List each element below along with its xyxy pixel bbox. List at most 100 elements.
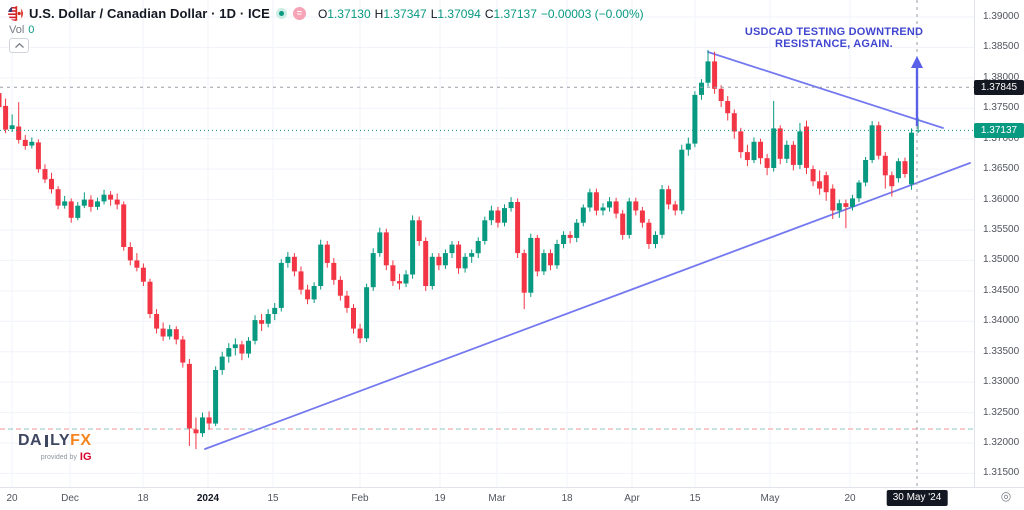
data-mode-icon[interactable]: = xyxy=(292,7,306,20)
candle-body xyxy=(554,244,560,266)
candle-body xyxy=(140,267,146,282)
candle-body xyxy=(639,210,645,223)
candle-body xyxy=(232,344,238,349)
candle-body xyxy=(541,253,547,272)
candle-body xyxy=(88,199,94,207)
candle-body xyxy=(797,131,803,165)
price-tick-label: 1.31500 xyxy=(983,467,1020,478)
candle-body xyxy=(810,169,816,182)
candlestick-plot[interactable] xyxy=(0,0,974,487)
annotation-text: USDCAD TESTING DOWNTREND RESISTANCE, AGA… xyxy=(744,26,924,50)
candle-body xyxy=(653,234,658,244)
candle-body xyxy=(285,256,291,263)
candle-body xyxy=(574,222,580,238)
candle-body xyxy=(173,329,179,340)
candle-body xyxy=(167,329,173,337)
candle-body xyxy=(705,61,711,83)
candle-body xyxy=(265,314,271,324)
candle-body xyxy=(108,194,114,200)
candle-body xyxy=(521,253,527,293)
candle-body xyxy=(42,169,48,180)
candle-body xyxy=(804,126,809,168)
candle-body xyxy=(278,262,284,308)
time-tick-label: 2024 xyxy=(196,493,220,504)
candle-body xyxy=(35,142,41,170)
price-tick-label: 1.38000 xyxy=(983,72,1020,83)
price-tick-label: 1.32000 xyxy=(983,437,1020,448)
candle-body xyxy=(423,241,429,286)
downtrend-resistance[interactable] xyxy=(707,51,944,129)
up-arrow-head[interactable] xyxy=(911,56,923,68)
candle-body xyxy=(219,356,225,370)
candle-body xyxy=(9,125,15,129)
candle-body xyxy=(850,198,855,207)
candle-body xyxy=(744,152,750,160)
uptrend-support[interactable] xyxy=(204,162,971,450)
market-status-icon[interactable] xyxy=(275,8,287,19)
candle-body xyxy=(311,286,317,300)
candle-body xyxy=(784,144,790,159)
candle-body xyxy=(377,232,383,254)
candle-body xyxy=(101,194,107,202)
candle-body xyxy=(246,340,251,354)
candle-body xyxy=(442,253,448,266)
candle-body xyxy=(291,256,297,272)
time-tick-label: 15 xyxy=(267,493,279,504)
candle-body xyxy=(410,220,416,275)
candle-body xyxy=(869,125,875,160)
candle-body xyxy=(318,244,324,286)
time-tick-label: 18 xyxy=(137,493,149,504)
candle-body xyxy=(502,208,507,223)
candle-body xyxy=(456,244,462,269)
candle-body xyxy=(462,256,468,269)
symbol-title[interactable]: U.S. Dollar / Canadian Dollar · 1D · ICE xyxy=(29,6,270,21)
candle-body xyxy=(337,279,343,296)
candle-body xyxy=(298,271,304,290)
candle-body xyxy=(738,131,744,153)
candle-body xyxy=(548,253,553,266)
price-tick-label: 1.39000 xyxy=(983,11,1020,22)
dailyfx-logo-bar xyxy=(45,435,49,447)
change-readout: −0.00003 (−0.00%) xyxy=(540,6,644,21)
candle-body xyxy=(495,210,501,223)
axis-settings-gear-icon[interactable]: ◎ xyxy=(1000,489,1012,503)
price-tick-label: 1.35500 xyxy=(983,224,1020,235)
candle-body xyxy=(49,178,54,190)
price-axis[interactable]: 1.39000 1.38500 1.38000 1.37500 1.37000 1.365… xyxy=(974,0,1024,487)
candle-body xyxy=(180,339,186,363)
usdcad-flag-icon xyxy=(8,6,23,21)
candle-body xyxy=(613,201,619,214)
candle-body xyxy=(324,244,330,263)
candle-body xyxy=(902,161,908,174)
candle-body xyxy=(75,205,81,218)
candle-body xyxy=(882,155,888,176)
candle-body xyxy=(620,213,626,235)
price-tick-label: 1.36000 xyxy=(983,194,1020,205)
time-tick-label: 18 xyxy=(561,493,573,504)
dailyfx-logo: DA LY FX provided by IG xyxy=(18,432,92,463)
crosshair-time-badge: 30 May '24 xyxy=(886,490,948,506)
candle-body xyxy=(777,128,783,159)
candle-body xyxy=(121,204,127,247)
candle-body xyxy=(580,207,586,223)
collapse-pane-button[interactable] xyxy=(9,38,29,53)
candle-body xyxy=(718,88,724,101)
candle-body xyxy=(351,307,356,329)
dailyfx-logo-ly: LY xyxy=(50,432,71,449)
time-tick-label: 15 xyxy=(689,493,701,504)
price-tick-label: 1.33000 xyxy=(983,376,1020,387)
time-tick-label: Apr xyxy=(624,493,640,504)
candle-body xyxy=(909,132,914,185)
time-axis[interactable]: 20 Dec 18 2024 15 Feb 19 Mar 18 Apr 15 May 20 xyxy=(0,487,1024,510)
candle-body xyxy=(771,128,777,168)
candle-body xyxy=(528,237,534,293)
candle-body xyxy=(186,363,192,429)
candle-body xyxy=(561,234,567,244)
candle-body xyxy=(626,201,632,235)
candle-body xyxy=(863,160,869,183)
candle-body xyxy=(357,328,363,339)
candle-body xyxy=(534,237,540,272)
candle-body xyxy=(508,202,514,209)
candle-body xyxy=(383,232,389,266)
